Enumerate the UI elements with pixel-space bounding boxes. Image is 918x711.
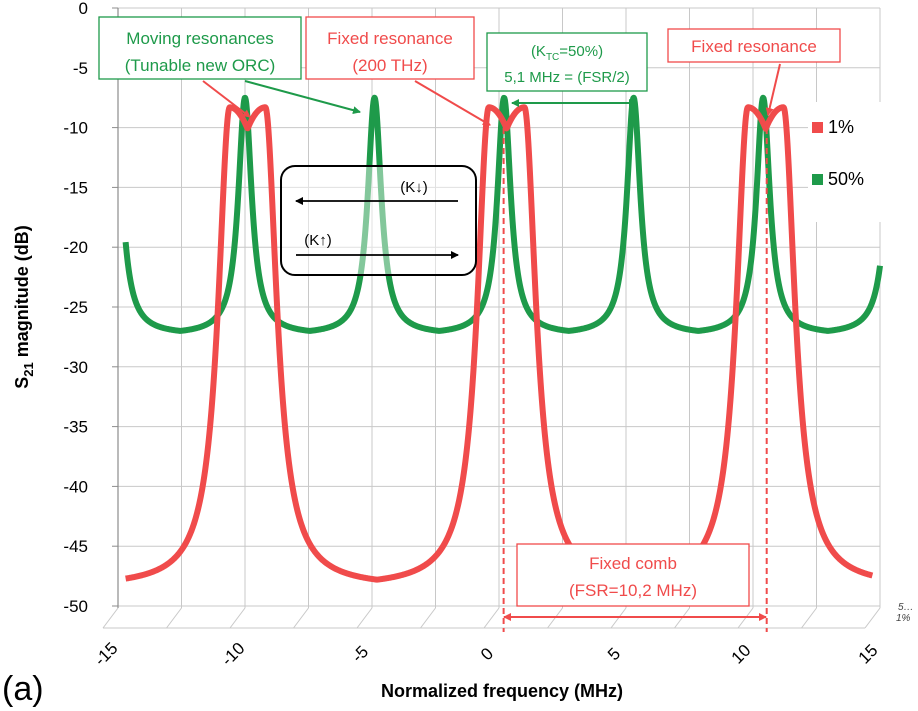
grid-floor-line [166, 607, 182, 629]
moving-resonances-sublabel: (Tunable new ORC) [125, 56, 276, 75]
grid-floor-line [801, 607, 817, 629]
x-tick-label: -15 [91, 639, 122, 670]
fixed-comb-label: Fixed comb [589, 554, 677, 573]
x-axis-title: Normalized frequency (MHz) [381, 681, 623, 701]
y-tick-label: 0 [79, 0, 88, 18]
moving-resonances-label: Moving resonances [126, 29, 273, 48]
grid-floor-line [356, 607, 373, 629]
labels: (a) [2, 670, 44, 708]
fixed-resonance-right-label: Fixed resonance [691, 37, 817, 56]
grid-floor-line [293, 607, 309, 629]
series-line-1 [123, 104, 875, 583]
grid-floor-line [864, 607, 881, 629]
y-tick-label: -45 [63, 537, 88, 556]
y-tick-label: -35 [63, 418, 88, 437]
fixed-resonance-200thz-label: Fixed resonance [327, 29, 453, 48]
x-tick-label: 15 [855, 641, 882, 668]
legend-swatch-0 [812, 122, 823, 133]
fixed-comb-box [516, 543, 750, 607]
series-line-50 [122, 94, 883, 334]
y-tick-label: -30 [63, 358, 88, 377]
y-tick-label: -5 [73, 59, 88, 78]
panel-label: (a) [2, 670, 44, 708]
legend-swatch-1 [812, 174, 823, 185]
grid-floor-line [483, 607, 500, 629]
grid-floor-line [102, 607, 119, 629]
series-lines [122, 94, 883, 583]
ktc-value: 5,1 MHz = (FSR/2) [504, 69, 629, 86]
x-tick-label: -5 [348, 642, 372, 666]
y-tick-label: -20 [63, 238, 88, 257]
y-axis-title: S21 magnitude (dB) [12, 225, 36, 388]
legend: 1% 50% [808, 102, 890, 222]
x-tick-label: 0 [477, 644, 497, 664]
fixed-resonance-200thz-box [305, 16, 475, 80]
tuning-direction-box [280, 165, 477, 276]
ktc-label: (KTC=50%) [531, 43, 603, 63]
fixed-resonance-right-box [667, 28, 841, 63]
grid-floor-line [229, 607, 246, 629]
annotations: Moving resonances (Tunable new ORC) Fixed … [98, 16, 914, 632]
k-up-label: (K↑) [304, 232, 332, 249]
fixed-comb-sublabel: (FSR=10,2 MHz) [569, 581, 697, 600]
y-tick-label: -25 [63, 298, 88, 317]
y-tick-label: -15 [63, 178, 88, 197]
arrow-fixed-200thz [414, 80, 491, 126]
corner-label-1: 5… [898, 602, 914, 613]
x-tick-label: -10 [218, 639, 249, 670]
legend-label-0: 1% [828, 117, 854, 137]
x-tick-label: 5 [604, 644, 624, 664]
y-tick-label: -50 [63, 597, 88, 616]
y-tick-label: -10 [63, 119, 88, 138]
grid-floor-line [420, 607, 436, 629]
arrow-moving-left [202, 80, 251, 118]
moving-resonances-box [98, 16, 302, 80]
corner-label-2: 1% [896, 613, 911, 624]
y-tick-label: -40 [63, 477, 88, 496]
x-tick-label: 10 [728, 641, 755, 668]
arrow-fixed-right [765, 63, 781, 116]
legend-label-1: 50% [828, 169, 864, 189]
fixed-resonance-200thz-sublabel: (200 THz) [352, 56, 427, 75]
k-down-label: (K↓) [400, 179, 428, 196]
arrow-moving-right [244, 80, 361, 115]
ktc-box [486, 32, 648, 92]
